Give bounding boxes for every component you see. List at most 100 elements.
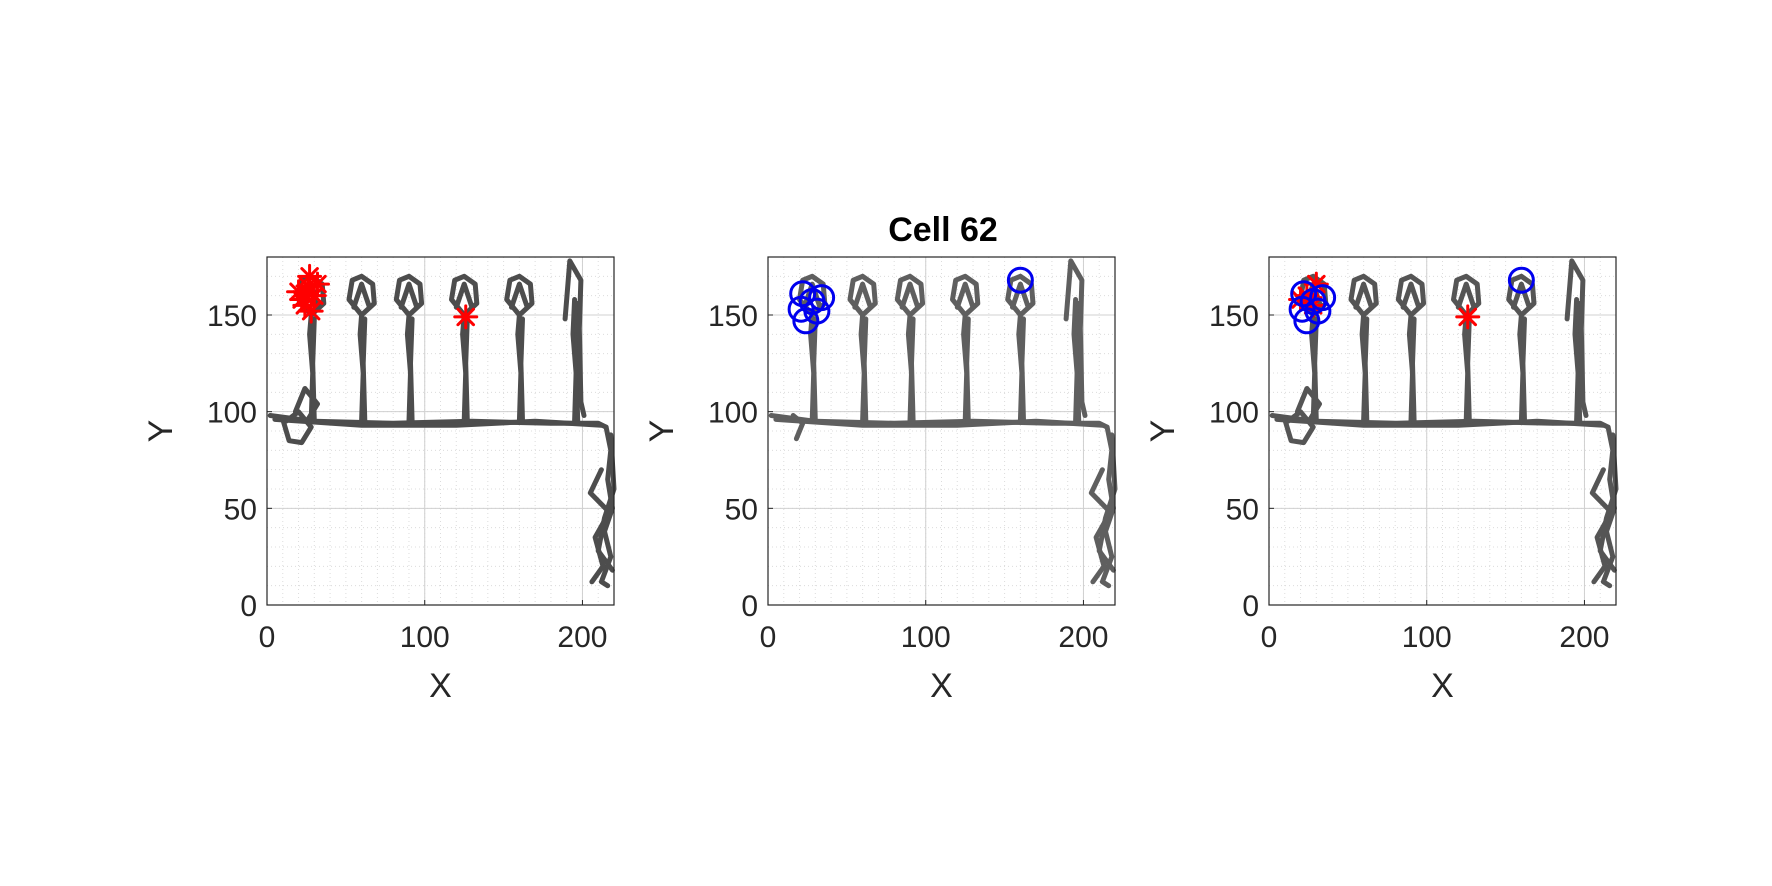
- trajectory-path: [954, 281, 976, 310]
- circle-marker: [789, 280, 817, 308]
- trajectory-path: [518, 316, 525, 424]
- circle-marker: [808, 284, 836, 312]
- trajectory-path: [1410, 316, 1417, 424]
- series-circle: [787, 266, 1034, 335]
- trajectory-path: [562, 258, 587, 418]
- asterisk-marker: [453, 304, 479, 330]
- trajectory-path: [1353, 281, 1374, 310]
- trajectory-path: [1063, 258, 1088, 418]
- axes-box: [767, 256, 1116, 606]
- circle-marker: [1006, 266, 1034, 294]
- trajectory-path: [1312, 316, 1319, 424]
- y-axis-label: Y: [643, 420, 681, 443]
- asterisk-marker: [1455, 304, 1481, 330]
- y-tick-label: 100: [1209, 397, 1259, 430]
- trajectory-path: [398, 281, 420, 310]
- x-tick-label: 100: [901, 621, 951, 654]
- trajectory: [267, 258, 617, 589]
- trajectory-path: [894, 273, 926, 318]
- asterisk-marker: [293, 283, 319, 309]
- y-tick-label: 100: [708, 397, 758, 430]
- series-asterisk: [286, 263, 479, 330]
- x-axis-label: X: [930, 667, 953, 705]
- trajectory-path: [463, 316, 470, 424]
- circle-marker: [792, 307, 820, 335]
- trajectory: [1269, 258, 1619, 589]
- trajectory-path: [393, 273, 425, 318]
- trajectory-path: [346, 273, 377, 318]
- x-tick-label: 0: [760, 621, 777, 654]
- trajectory-path: [1395, 273, 1427, 318]
- y-tick-label: 0: [741, 590, 758, 623]
- axes-box: [266, 256, 615, 606]
- trajectory-path: [1520, 316, 1527, 424]
- y-tick-label: 50: [725, 493, 758, 526]
- x-tick-label: 100: [1402, 621, 1452, 654]
- trajectory-path: [310, 316, 317, 424]
- circle-marker: [1288, 295, 1316, 323]
- y-tick-label: 0: [240, 590, 257, 623]
- y-tick-label: 150: [1209, 300, 1259, 333]
- trajectory-path: [811, 316, 818, 424]
- trajectory-path: [1096, 432, 1118, 573]
- trajectory-path: [595, 432, 617, 573]
- y-tick-label: 150: [708, 300, 758, 333]
- x-tick-label: 0: [259, 621, 276, 654]
- asterisk-marker: [297, 263, 323, 289]
- trajectory-path: [950, 273, 981, 318]
- x-tick-label: 200: [1058, 621, 1108, 654]
- trajectory-path: [909, 316, 916, 424]
- x-tick-label: 0: [1261, 621, 1278, 654]
- trajectory-path: [1400, 281, 1422, 310]
- y-axis-label: Y: [1144, 420, 1182, 443]
- circle-marker: [1507, 266, 1535, 294]
- figure-title: Cell 62: [888, 211, 998, 249]
- trajectory-path: [1010, 281, 1031, 310]
- trajectory-path: [852, 281, 873, 310]
- panel-right: 0 100 200 0 50 100 150 X Y: [1144, 256, 1619, 705]
- trajectory-path: [272, 416, 604, 428]
- trajectory-path: [1019, 316, 1026, 424]
- asterisk-marker: [298, 298, 324, 324]
- y-tick-label: 0: [1242, 590, 1259, 623]
- trajectory-path: [509, 281, 530, 310]
- trajectory-path: [1455, 281, 1477, 310]
- circle-marker: [787, 295, 815, 323]
- circle-marker: [1309, 284, 1337, 312]
- trajectory-path: [847, 273, 878, 318]
- x-axis-label: X: [429, 667, 452, 705]
- axes-box: [1268, 256, 1617, 606]
- trajectory-path: [899, 281, 921, 310]
- trajectory-path: [790, 413, 806, 442]
- trajectory-path: [1564, 258, 1589, 418]
- trajectory-path: [1348, 273, 1379, 318]
- y-tick-label: 50: [1226, 493, 1259, 526]
- panel-left: 0 100 200 0 50 100 150 X Y: [142, 256, 617, 705]
- trajectory-path: [861, 316, 869, 424]
- asterisk-marker: [1303, 271, 1329, 297]
- trajectory-path: [1597, 432, 1619, 573]
- circle-marker: [1290, 280, 1318, 308]
- x-tick-label: 200: [1559, 621, 1609, 654]
- trajectory-path: [1511, 281, 1532, 310]
- x-tick-label: 200: [557, 621, 607, 654]
- y-axis-label: Y: [142, 420, 180, 443]
- trajectory-path: [408, 316, 415, 424]
- trajectory-path: [1362, 316, 1370, 424]
- x-tick-label: 100: [400, 621, 450, 654]
- trajectory-path: [1274, 416, 1606, 428]
- y-tick-label: 100: [207, 397, 257, 430]
- y-tick-label: 50: [224, 493, 257, 526]
- trajectory-path: [453, 281, 475, 310]
- x-axis-label: X: [1431, 667, 1454, 705]
- trajectory-path: [964, 316, 971, 424]
- series-circle: [1288, 266, 1535, 335]
- circle-marker: [1293, 307, 1321, 335]
- y-tick-label: 150: [207, 300, 257, 333]
- trajectory-path: [1465, 316, 1472, 424]
- trajectory-path: [351, 281, 372, 310]
- trajectory-path: [360, 316, 368, 424]
- trajectory-path: [773, 416, 1105, 428]
- panel-middle: 0 100 200 0 50 100 150 X Y: [643, 256, 1118, 705]
